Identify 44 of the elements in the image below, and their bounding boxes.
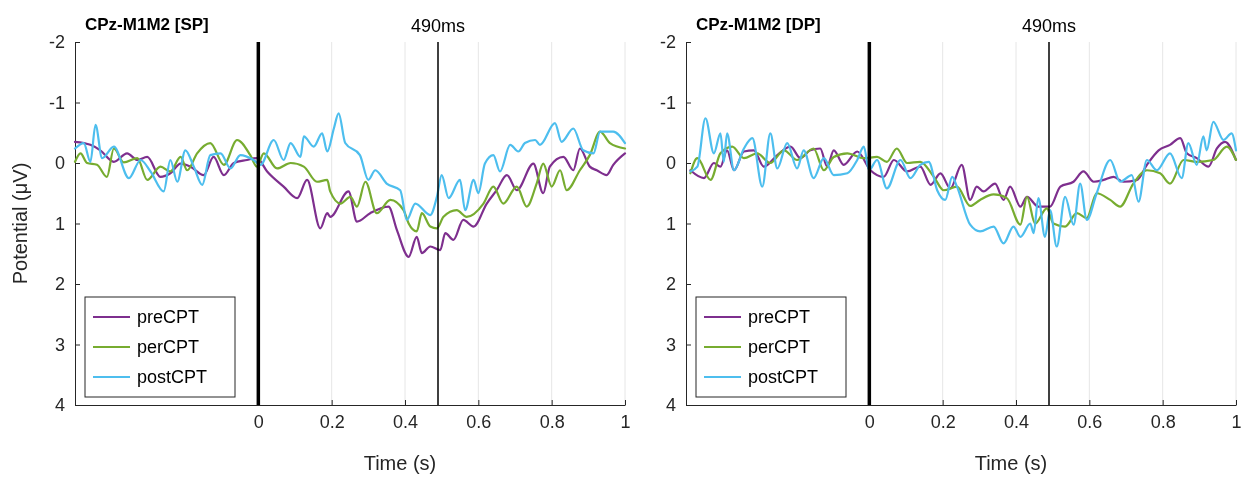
x-tick-label: 0 (864, 411, 875, 432)
y-tick-label: -2 (659, 32, 676, 53)
x-tick-label: 0 (253, 411, 264, 432)
legend-label: preCPT (137, 307, 200, 327)
y-tick-label: 3 (54, 334, 65, 355)
x-tick-label: 0.6 (466, 411, 492, 432)
y-tick-label: 4 (54, 395, 65, 416)
line-series (73, 130, 627, 233)
legend-label: preCPT (748, 307, 811, 327)
line-series (73, 140, 627, 258)
x-tick-label: 0.4 (1003, 411, 1030, 432)
y-tick-label: 4 (665, 395, 676, 416)
y-tick-label: -1 (48, 92, 65, 113)
legend-label: postCPT (748, 367, 819, 387)
line-series (73, 112, 627, 221)
legend-label: perCPT (748, 337, 811, 357)
legend-label: postCPT (137, 367, 208, 387)
y-tick-label: 2 (54, 274, 65, 295)
chart-title: CPz-M1M2 [SP] (85, 15, 209, 34)
chart-title: CPz-M1M2 [DP] (696, 15, 821, 34)
y-tick-label: 3 (665, 334, 676, 355)
x-axis-title: Time (s) (363, 452, 437, 474)
line-series (689, 117, 1238, 248)
y-axis-title: Potential (μV) (9, 162, 31, 285)
x-axis-title: Time (s) (974, 452, 1048, 474)
ref-line-label: 490ms (1021, 16, 1077, 36)
x-tick-label: 1 (620, 411, 631, 432)
x-tick-label: 1 (1231, 411, 1242, 432)
y-tick-label: 2 (665, 274, 676, 295)
y-tick-label: -1 (659, 92, 676, 113)
x-tick-label: 0.2 (319, 411, 345, 432)
y-tick-label: 1 (665, 213, 676, 234)
x-tick-label: 0.6 (1077, 411, 1103, 432)
y-tick-label: 0 (665, 153, 676, 174)
x-tick-label: 0.8 (539, 411, 565, 432)
y-tick-label: 0 (54, 153, 65, 174)
x-tick-label: 0.8 (1150, 411, 1176, 432)
y-tick-label: 1 (54, 213, 65, 234)
x-tick-label: 0.2 (930, 411, 956, 432)
legend-label: perCPT (137, 337, 200, 357)
x-tick-label: 0.4 (392, 411, 419, 432)
ref-line-label: 490ms (410, 16, 466, 36)
y-tick-label: -2 (48, 32, 65, 53)
line-series (689, 145, 1238, 228)
